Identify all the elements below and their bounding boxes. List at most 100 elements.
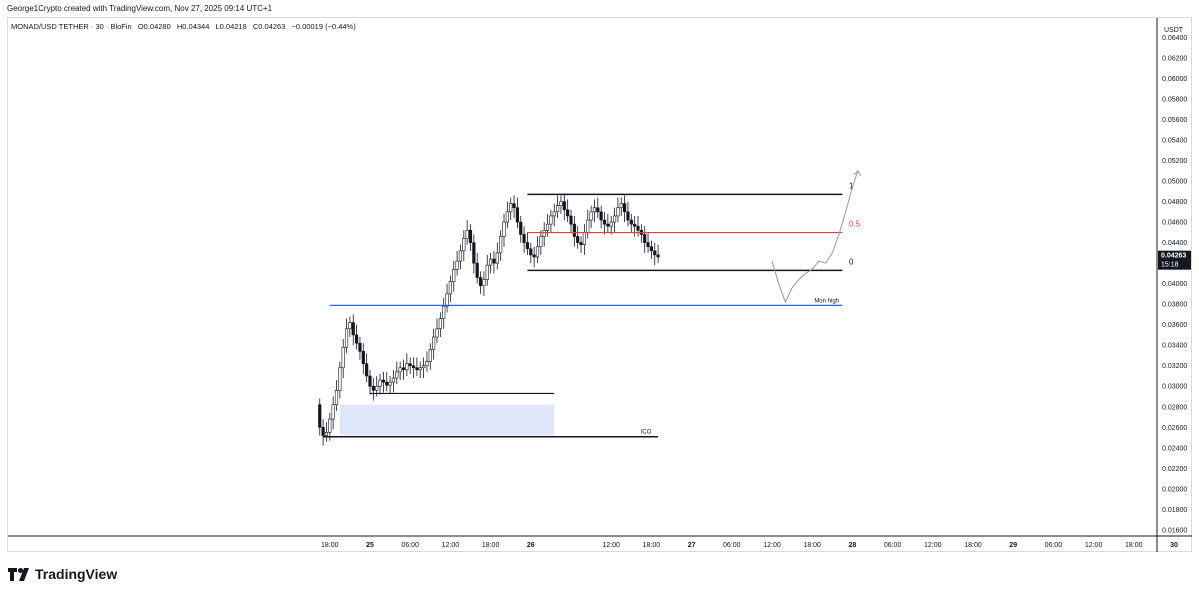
candle-body xyxy=(562,201,566,211)
chart-frame[interactable] xyxy=(7,17,1192,552)
candle xyxy=(569,209,573,233)
candle xyxy=(351,314,355,346)
candle-body xyxy=(488,258,493,266)
candle xyxy=(542,222,546,247)
time-tick-label: 06:00 xyxy=(723,542,741,549)
candle xyxy=(438,312,442,338)
candle-body xyxy=(582,232,586,245)
currency-label: USDT xyxy=(1164,27,1184,34)
candle xyxy=(401,359,406,381)
candle-body xyxy=(475,262,479,278)
candle xyxy=(622,195,627,223)
candle-body xyxy=(331,404,335,420)
candle xyxy=(519,215,523,243)
price-tick-label: 0.02000 xyxy=(1162,486,1187,493)
time-tick-label: 06:00 xyxy=(401,542,419,549)
candle-body xyxy=(472,242,476,264)
candle xyxy=(405,353,409,376)
candle-body xyxy=(576,236,580,243)
candle xyxy=(599,205,603,229)
candle xyxy=(555,195,560,218)
tradingview-logo[interactable]: TradingView xyxy=(8,566,117,582)
candle-body xyxy=(636,225,640,231)
candle-body xyxy=(395,371,399,379)
candle-body xyxy=(448,281,453,295)
candle xyxy=(448,275,453,303)
candle-body xyxy=(378,379,382,387)
symbol-label[interactable]: MONAD/USD TETHER · 30 · BloFin xyxy=(11,22,132,31)
candle-body xyxy=(519,221,523,235)
candle-body xyxy=(609,221,613,227)
candle xyxy=(509,197,513,221)
time-tick-label: 30 xyxy=(1170,542,1178,549)
price-tick-label: 0.02800 xyxy=(1162,404,1187,411)
candle-body xyxy=(408,363,412,367)
candle-body xyxy=(328,418,332,433)
price-tick-label: 0.02600 xyxy=(1162,425,1187,432)
candle-body xyxy=(512,203,516,209)
candle xyxy=(371,378,375,401)
candle-body xyxy=(505,211,509,223)
candle xyxy=(348,316,352,338)
candle xyxy=(619,197,623,216)
candle-body xyxy=(334,390,339,406)
candle-body xyxy=(592,207,597,213)
price-tick-label: 0.04000 xyxy=(1162,281,1187,288)
candle xyxy=(378,373,382,395)
candle xyxy=(432,328,436,360)
candle xyxy=(478,271,483,294)
candle-body xyxy=(602,219,607,225)
candle-body xyxy=(365,363,369,377)
candle xyxy=(408,357,412,374)
candle xyxy=(488,252,493,274)
candle-body xyxy=(612,215,617,223)
candle xyxy=(458,244,463,270)
candle xyxy=(636,215,640,237)
time-tick-label: 18:00 xyxy=(482,542,500,549)
brand-name: TradingView xyxy=(35,566,118,582)
time-tick-label: 25 xyxy=(366,542,374,549)
candle xyxy=(596,197,600,218)
candle xyxy=(324,422,329,442)
time-tick-label: 18:00 xyxy=(803,542,821,549)
symbol-legend: MONAD/USD TETHER · 30 · BloFin O0.04280 … xyxy=(11,22,360,31)
candle xyxy=(629,213,633,233)
candle-body xyxy=(388,381,392,386)
mon-high-label: Mon high xyxy=(814,298,839,304)
price-tick-label: 0.04600 xyxy=(1162,220,1187,227)
candle xyxy=(616,197,620,223)
price-tick-label: 0.03000 xyxy=(1162,384,1187,391)
candle-body xyxy=(643,234,647,243)
candle xyxy=(512,195,516,218)
candle-body xyxy=(572,223,576,237)
time-tick-label: 18:00 xyxy=(321,542,339,549)
candle-body xyxy=(341,346,345,369)
candle-body xyxy=(371,385,375,391)
demand-zone[interactable] xyxy=(339,404,555,436)
fib-label-0-5: 0.5 xyxy=(849,220,861,229)
current-price-box xyxy=(1158,250,1191,270)
candle-body xyxy=(646,242,650,248)
price-tick-label: 0.01800 xyxy=(1162,507,1187,514)
candle-body xyxy=(405,363,409,371)
candle-body xyxy=(555,205,560,213)
price-countdown: 15:18 xyxy=(1161,262,1179,269)
candle xyxy=(425,351,429,372)
candle-body xyxy=(452,268,456,282)
price-tick-label: 0.03600 xyxy=(1162,322,1187,329)
price-tick-label: 0.06000 xyxy=(1162,76,1187,83)
price-tick-label: 0.04400 xyxy=(1162,240,1187,247)
candle xyxy=(341,339,345,379)
candle-body xyxy=(368,375,372,387)
time-tick-label: 29 xyxy=(1009,542,1017,549)
candle-body xyxy=(515,207,519,223)
candle-body xyxy=(525,242,530,250)
candle xyxy=(559,195,563,214)
candle-body xyxy=(361,351,365,364)
price-tick-label: 0.06400 xyxy=(1162,35,1187,42)
projection-path[interactable] xyxy=(771,170,859,304)
candle xyxy=(321,419,325,446)
candle-body xyxy=(499,236,503,254)
candle xyxy=(566,199,570,223)
